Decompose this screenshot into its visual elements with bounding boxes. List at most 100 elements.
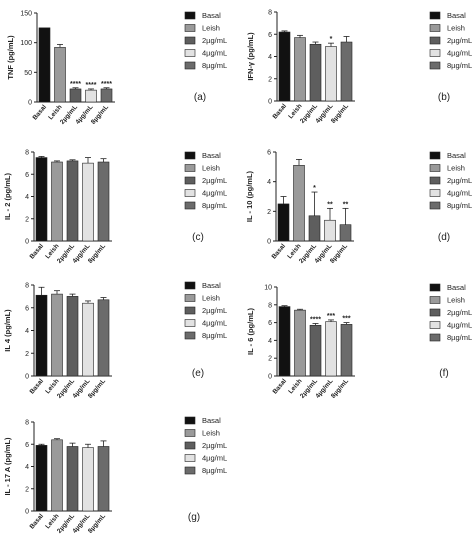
panel-label: (e)	[192, 368, 204, 379]
y-axis-label: IL 4 (pg/mL)	[3, 309, 12, 352]
panel-label: (c)	[192, 232, 204, 243]
legend-label: 8µg/mL	[202, 331, 227, 340]
bar-3	[308, 215, 321, 242]
category-label: Basal	[29, 243, 46, 261]
legend-swatch	[184, 164, 196, 172]
legend-swatch	[429, 61, 441, 70]
legend-swatch	[184, 331, 196, 340]
legend-swatch	[184, 466, 196, 475]
legend-swatch	[429, 164, 441, 172]
bar-3	[309, 324, 322, 377]
y-tick-label: 8	[25, 420, 29, 427]
y-tick-label: 100	[20, 40, 32, 47]
y-tick-label: 8	[25, 150, 29, 157]
y-tick-label: 6	[25, 305, 29, 312]
panel-label: (d)	[438, 232, 450, 243]
legend-swatch	[184, 201, 196, 210]
legend-label: Leish	[202, 294, 220, 303]
y-tick-label: 0	[25, 374, 29, 381]
bar-5	[340, 41, 353, 102]
legend-label: Basal	[202, 151, 221, 160]
bar-3	[69, 88, 82, 103]
y-tick-label: 0	[25, 509, 29, 516]
legend-label: Basal	[447, 151, 466, 160]
legend-swatch	[429, 24, 441, 32]
significance-label: *	[313, 185, 316, 192]
bar-4	[82, 162, 94, 242]
y-tick-label: 2	[25, 486, 29, 493]
y-tick-label: 0	[28, 100, 32, 107]
legend-label: 4µg/mL	[447, 189, 472, 198]
bar-4	[325, 321, 337, 377]
legend-label: Leish	[202, 24, 220, 33]
bar-4	[325, 46, 337, 102]
bar-1	[278, 306, 291, 377]
legend-swatch	[429, 308, 441, 317]
y-tick-label: 4	[267, 179, 271, 186]
panel-label: (f)	[439, 368, 448, 379]
chart-panel-7: IL - 17 A (pg/mL) 0 2 4 6 8 Basal Leish 2µg/mL 4µ…	[3, 416, 227, 535]
significance-label: ***	[342, 316, 350, 323]
category-label: Basal	[29, 513, 46, 531]
y-tick-label: 0	[267, 239, 271, 246]
bar-1	[278, 31, 291, 102]
y-tick-label: 4	[25, 328, 29, 335]
y-tick-label: 4	[25, 464, 29, 471]
legend-swatch	[429, 296, 441, 304]
significance-label: *	[330, 36, 333, 43]
legend-label: 2µg/mL	[447, 176, 472, 185]
legend-swatch	[184, 11, 196, 20]
legend-swatch	[184, 454, 196, 462]
bar-4	[324, 219, 336, 242]
legend-swatch	[184, 281, 196, 290]
legend-swatch	[429, 11, 441, 20]
category-label: Basal	[272, 103, 289, 121]
legend-label: Basal	[202, 11, 221, 20]
legend-swatch	[429, 36, 441, 45]
chart-panel-6: IL - 6 (pg/mL) 0 2 4 6 8 10 Basal Leish **** 2µg/m…	[246, 283, 472, 400]
category-label: Basal	[32, 104, 49, 122]
y-tick-label: 6	[268, 32, 272, 39]
legend-swatch	[184, 441, 196, 450]
bar-1	[35, 294, 48, 377]
legend-label: Basal	[447, 283, 466, 292]
bar-5	[97, 446, 110, 512]
panel-label: (b)	[438, 92, 450, 103]
y-tick-label: 0	[268, 99, 272, 106]
legend-label: 4µg/mL	[202, 319, 227, 328]
bar-5	[97, 299, 110, 377]
bar-3	[66, 296, 79, 377]
legend-swatch	[184, 306, 196, 315]
chart-panel-2: IFN-γ (pg/mL) 0 2 4 6 8 Basal Leish 2µg/mL * 4µg/m…	[246, 10, 472, 125]
bar-2	[54, 47, 66, 103]
legend-swatch	[429, 151, 441, 160]
y-tick-label: 2	[267, 209, 271, 216]
y-axis-label: IL - 17 A (pg/mL)	[3, 437, 12, 496]
category-label: Basal	[271, 243, 288, 261]
legend-swatch	[429, 189, 441, 197]
legend-swatch	[429, 283, 441, 292]
legend-label: 4µg/mL	[202, 454, 227, 463]
legend-swatch	[429, 333, 441, 342]
legend-swatch	[429, 49, 441, 57]
legend-label: 4µg/mL	[202, 49, 227, 58]
significance-label: **	[343, 201, 349, 208]
legend-swatch	[429, 201, 441, 210]
legend-label: 4µg/mL	[447, 321, 472, 330]
legend-label: Leish	[202, 164, 220, 173]
panel-label: (g)	[188, 512, 200, 523]
bar-3	[309, 43, 322, 102]
legend-label: 8µg/mL	[202, 61, 227, 70]
legend-label: Basal	[447, 11, 466, 20]
y-axis-label: IL - 2 (pg/mL)	[3, 173, 12, 220]
y-tick-label: 4	[268, 54, 272, 61]
y-tick-label: 50	[24, 70, 32, 77]
bar-1	[277, 203, 290, 242]
bar-5	[100, 88, 113, 103]
legend-swatch	[184, 294, 196, 302]
y-tick-label: 150	[20, 11, 32, 18]
bar-1	[35, 445, 48, 512]
y-tick-label: 6	[25, 442, 29, 449]
y-tick-label: 8	[268, 302, 272, 309]
